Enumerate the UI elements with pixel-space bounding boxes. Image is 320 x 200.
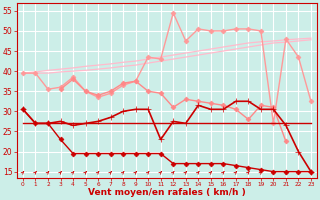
X-axis label: Vent moyen/en rafales ( km/h ): Vent moyen/en rafales ( km/h ) [88, 188, 246, 197]
